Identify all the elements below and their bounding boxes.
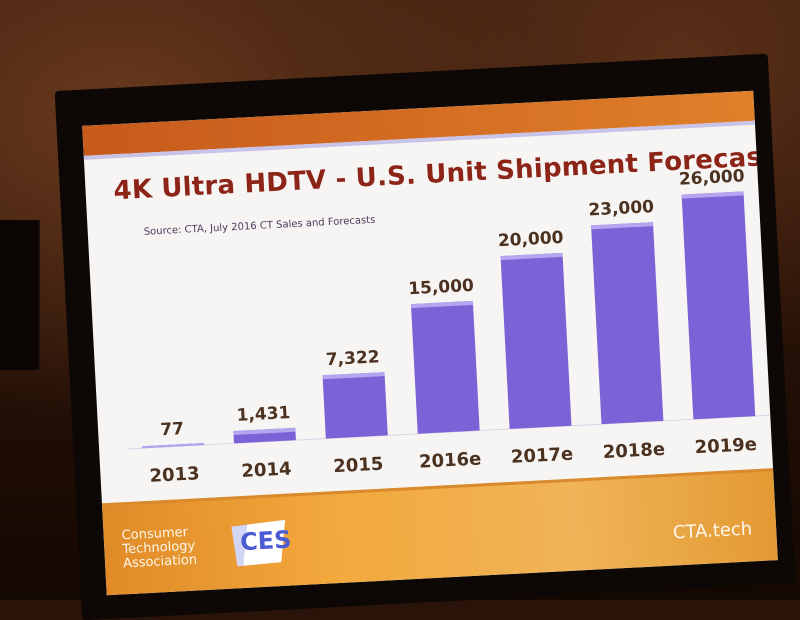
data-label-2019e: 26,000 [678, 166, 745, 189]
presentation-slide: 4K Ultra HDTV - U.S. Unit Shipment Forec… [82, 91, 778, 596]
x-tick-2014: 2014 [241, 458, 292, 482]
bar-2016e [411, 301, 480, 434]
x-tick-2018e: 2018e [602, 439, 665, 463]
x-tick-2016e: 2016e [419, 448, 482, 472]
x-tick-2015: 2015 [333, 454, 384, 478]
bar-2015 [323, 372, 388, 439]
ces-text: CES [239, 526, 292, 557]
bar-2017e [501, 253, 572, 429]
data-label-2013: 77 [160, 419, 185, 440]
ces-logo-icon: CES [227, 518, 291, 569]
bar-2018e [591, 222, 663, 424]
x-tick-2017e: 2017e [510, 444, 573, 468]
data-label-2015: 7,322 [325, 347, 380, 370]
data-label-2017e: 20,000 [497, 228, 564, 251]
x-tick-2019e: 2019e [694, 434, 757, 458]
website-url: CTA.tech [672, 518, 752, 543]
data-label-2016e: 15,000 [408, 276, 475, 299]
logo-text: Consumer Technology Association [121, 524, 223, 571]
bar-2019e [682, 191, 756, 419]
cta-logo: Consumer Technology Association CES [121, 518, 291, 575]
x-tick-2013: 2013 [149, 463, 200, 487]
data-label-2018e: 23,000 [588, 197, 655, 220]
wall-speaker [0, 220, 40, 370]
data-label-2014: 1,431 [236, 403, 291, 426]
logo-line-3: Association [123, 552, 224, 571]
